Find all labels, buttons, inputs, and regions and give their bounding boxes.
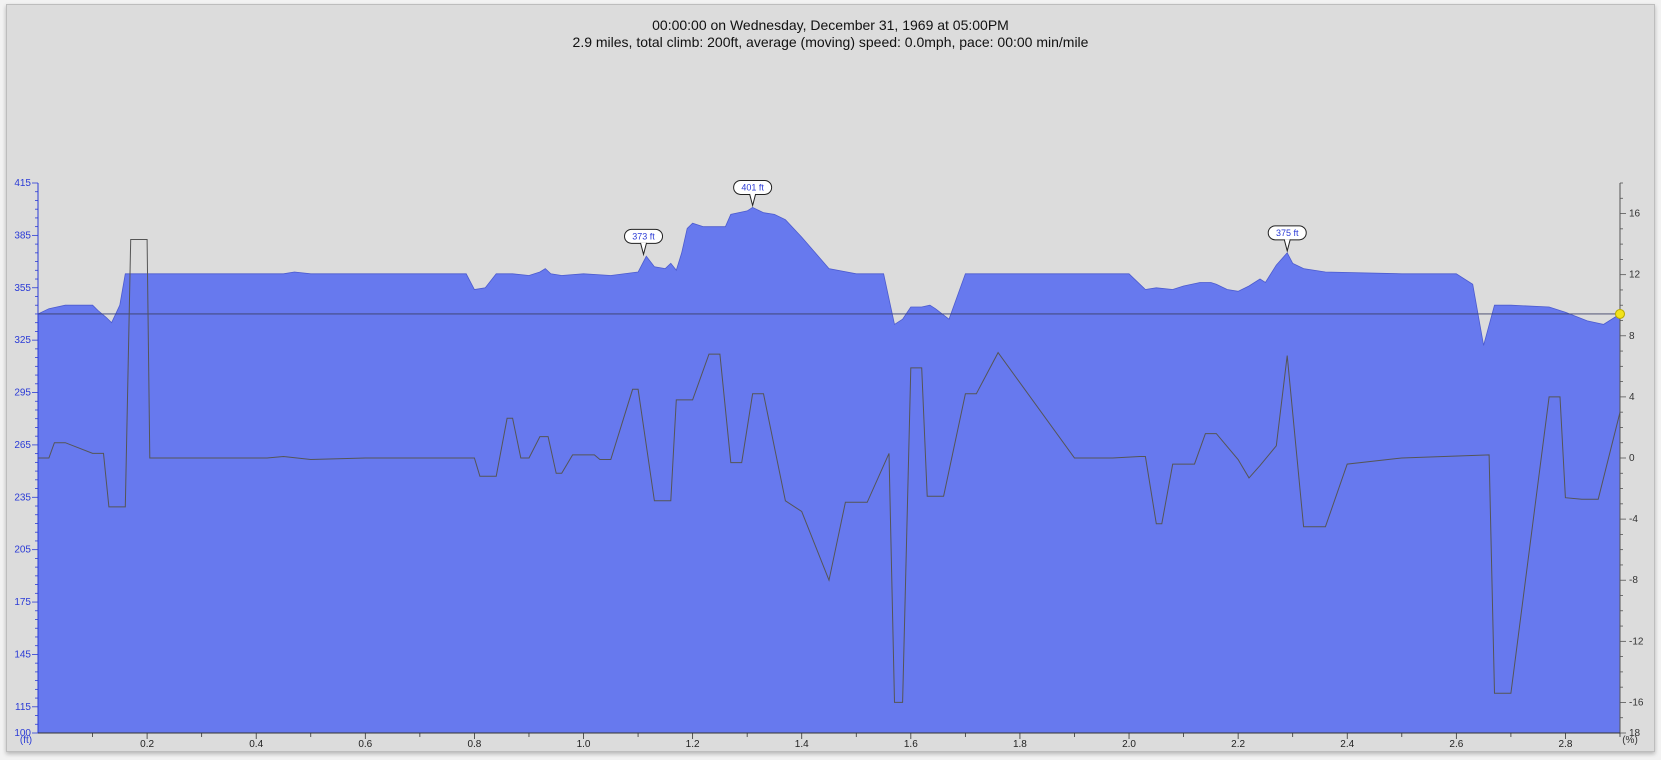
left-axis-tick-label: 175 xyxy=(14,597,31,608)
axes: 100 115 145 175 205 235 265 295 325 355 385 415 18 -1… xyxy=(14,178,1644,750)
elevation-callout: 375 ft xyxy=(1267,225,1307,253)
x-axis-tick-label: 0.6 xyxy=(358,739,372,750)
right-axis-tick-label: -8 xyxy=(1629,575,1638,586)
left-axis-tick-label: 325 xyxy=(14,335,31,346)
left-axis-tick-label: 295 xyxy=(14,388,31,399)
right-axis-tick-label: 12 xyxy=(1629,270,1641,281)
x-axis-tick-label: 1.0 xyxy=(577,739,591,750)
callout-pointer xyxy=(1283,239,1291,253)
elevation-callout: 373 ft xyxy=(624,228,664,257)
left-axis-tick-label: 115 xyxy=(15,702,31,713)
right-axis-tick-label: 18 xyxy=(1629,728,1641,739)
x-axis-tick-label: 1.6 xyxy=(904,739,918,750)
right-axis-tick-label: 4 xyxy=(1629,392,1635,403)
x-axis-tick-label: 2.4 xyxy=(1340,739,1354,750)
elevation-callout: 401 ft xyxy=(733,179,773,208)
x-axis-tick-label: 2.2 xyxy=(1231,739,1245,750)
left-axis-unit-label: (ft) xyxy=(20,735,32,746)
x-axis-tick-label: 0.8 xyxy=(467,739,481,750)
right-axis-tick-label: 0 xyxy=(1629,453,1635,464)
right-axis-tick-label: -4 xyxy=(1629,514,1638,525)
plot-area xyxy=(37,206,1621,734)
chart-subtitle: 2.9 miles, total climb: 200ft, average (… xyxy=(572,34,1089,50)
left-axis-tick-label: 205 xyxy=(14,545,31,556)
x-axis-tick-label: 2.0 xyxy=(1122,739,1136,750)
left-axis-tick-label: 355 xyxy=(14,283,31,294)
callout-label: 401 ft xyxy=(741,182,764,192)
left-axis-tick-label: 145 xyxy=(14,649,31,660)
annotations: 373 ft 401 ft 375 ft xyxy=(624,179,1625,319)
right-axis-unit-label: (%) xyxy=(1622,735,1638,746)
left-axis-tick-label: 100 xyxy=(14,728,31,739)
x-axis-tick-label: 2.8 xyxy=(1558,739,1572,750)
callout-pointer xyxy=(640,242,648,257)
grade-line xyxy=(38,239,1621,703)
x-axis-tick-label: 0.4 xyxy=(249,739,263,750)
right-axis-tick-label: -12 xyxy=(1629,636,1644,647)
chart-title: 00:00:00 on Wednesday, December 31, 1969… xyxy=(652,17,1009,33)
chart-header: 00:00:00 on Wednesday, December 31, 1969… xyxy=(7,17,1654,51)
x-axis-tick-label: 1.4 xyxy=(795,739,809,750)
x-axis-tick-label: 0.2 xyxy=(140,739,154,750)
callout-pointer xyxy=(749,193,757,208)
position-marker xyxy=(1615,308,1625,319)
left-axis-tick-label: 235 xyxy=(14,492,31,503)
x-axis-tick-label: 2.6 xyxy=(1449,739,1463,750)
left-axis-tick-label: 265 xyxy=(14,440,31,451)
right-axis-tick-label: 16 xyxy=(1629,209,1641,220)
left-axis-tick-label: 385 xyxy=(14,230,31,241)
x-axis-tick-label: 1.8 xyxy=(1013,739,1027,750)
callout-label: 375 ft xyxy=(1276,228,1299,238)
callout-label: 373 ft xyxy=(632,231,655,241)
x-axis-tick-label: 1.2 xyxy=(686,739,700,750)
elevation-area xyxy=(37,206,1621,734)
left-axis-tick-label: 415 xyxy=(14,178,31,189)
right-axis-tick-label: 8 xyxy=(1629,331,1635,342)
right-axis-tick-label: -16 xyxy=(1629,697,1644,708)
